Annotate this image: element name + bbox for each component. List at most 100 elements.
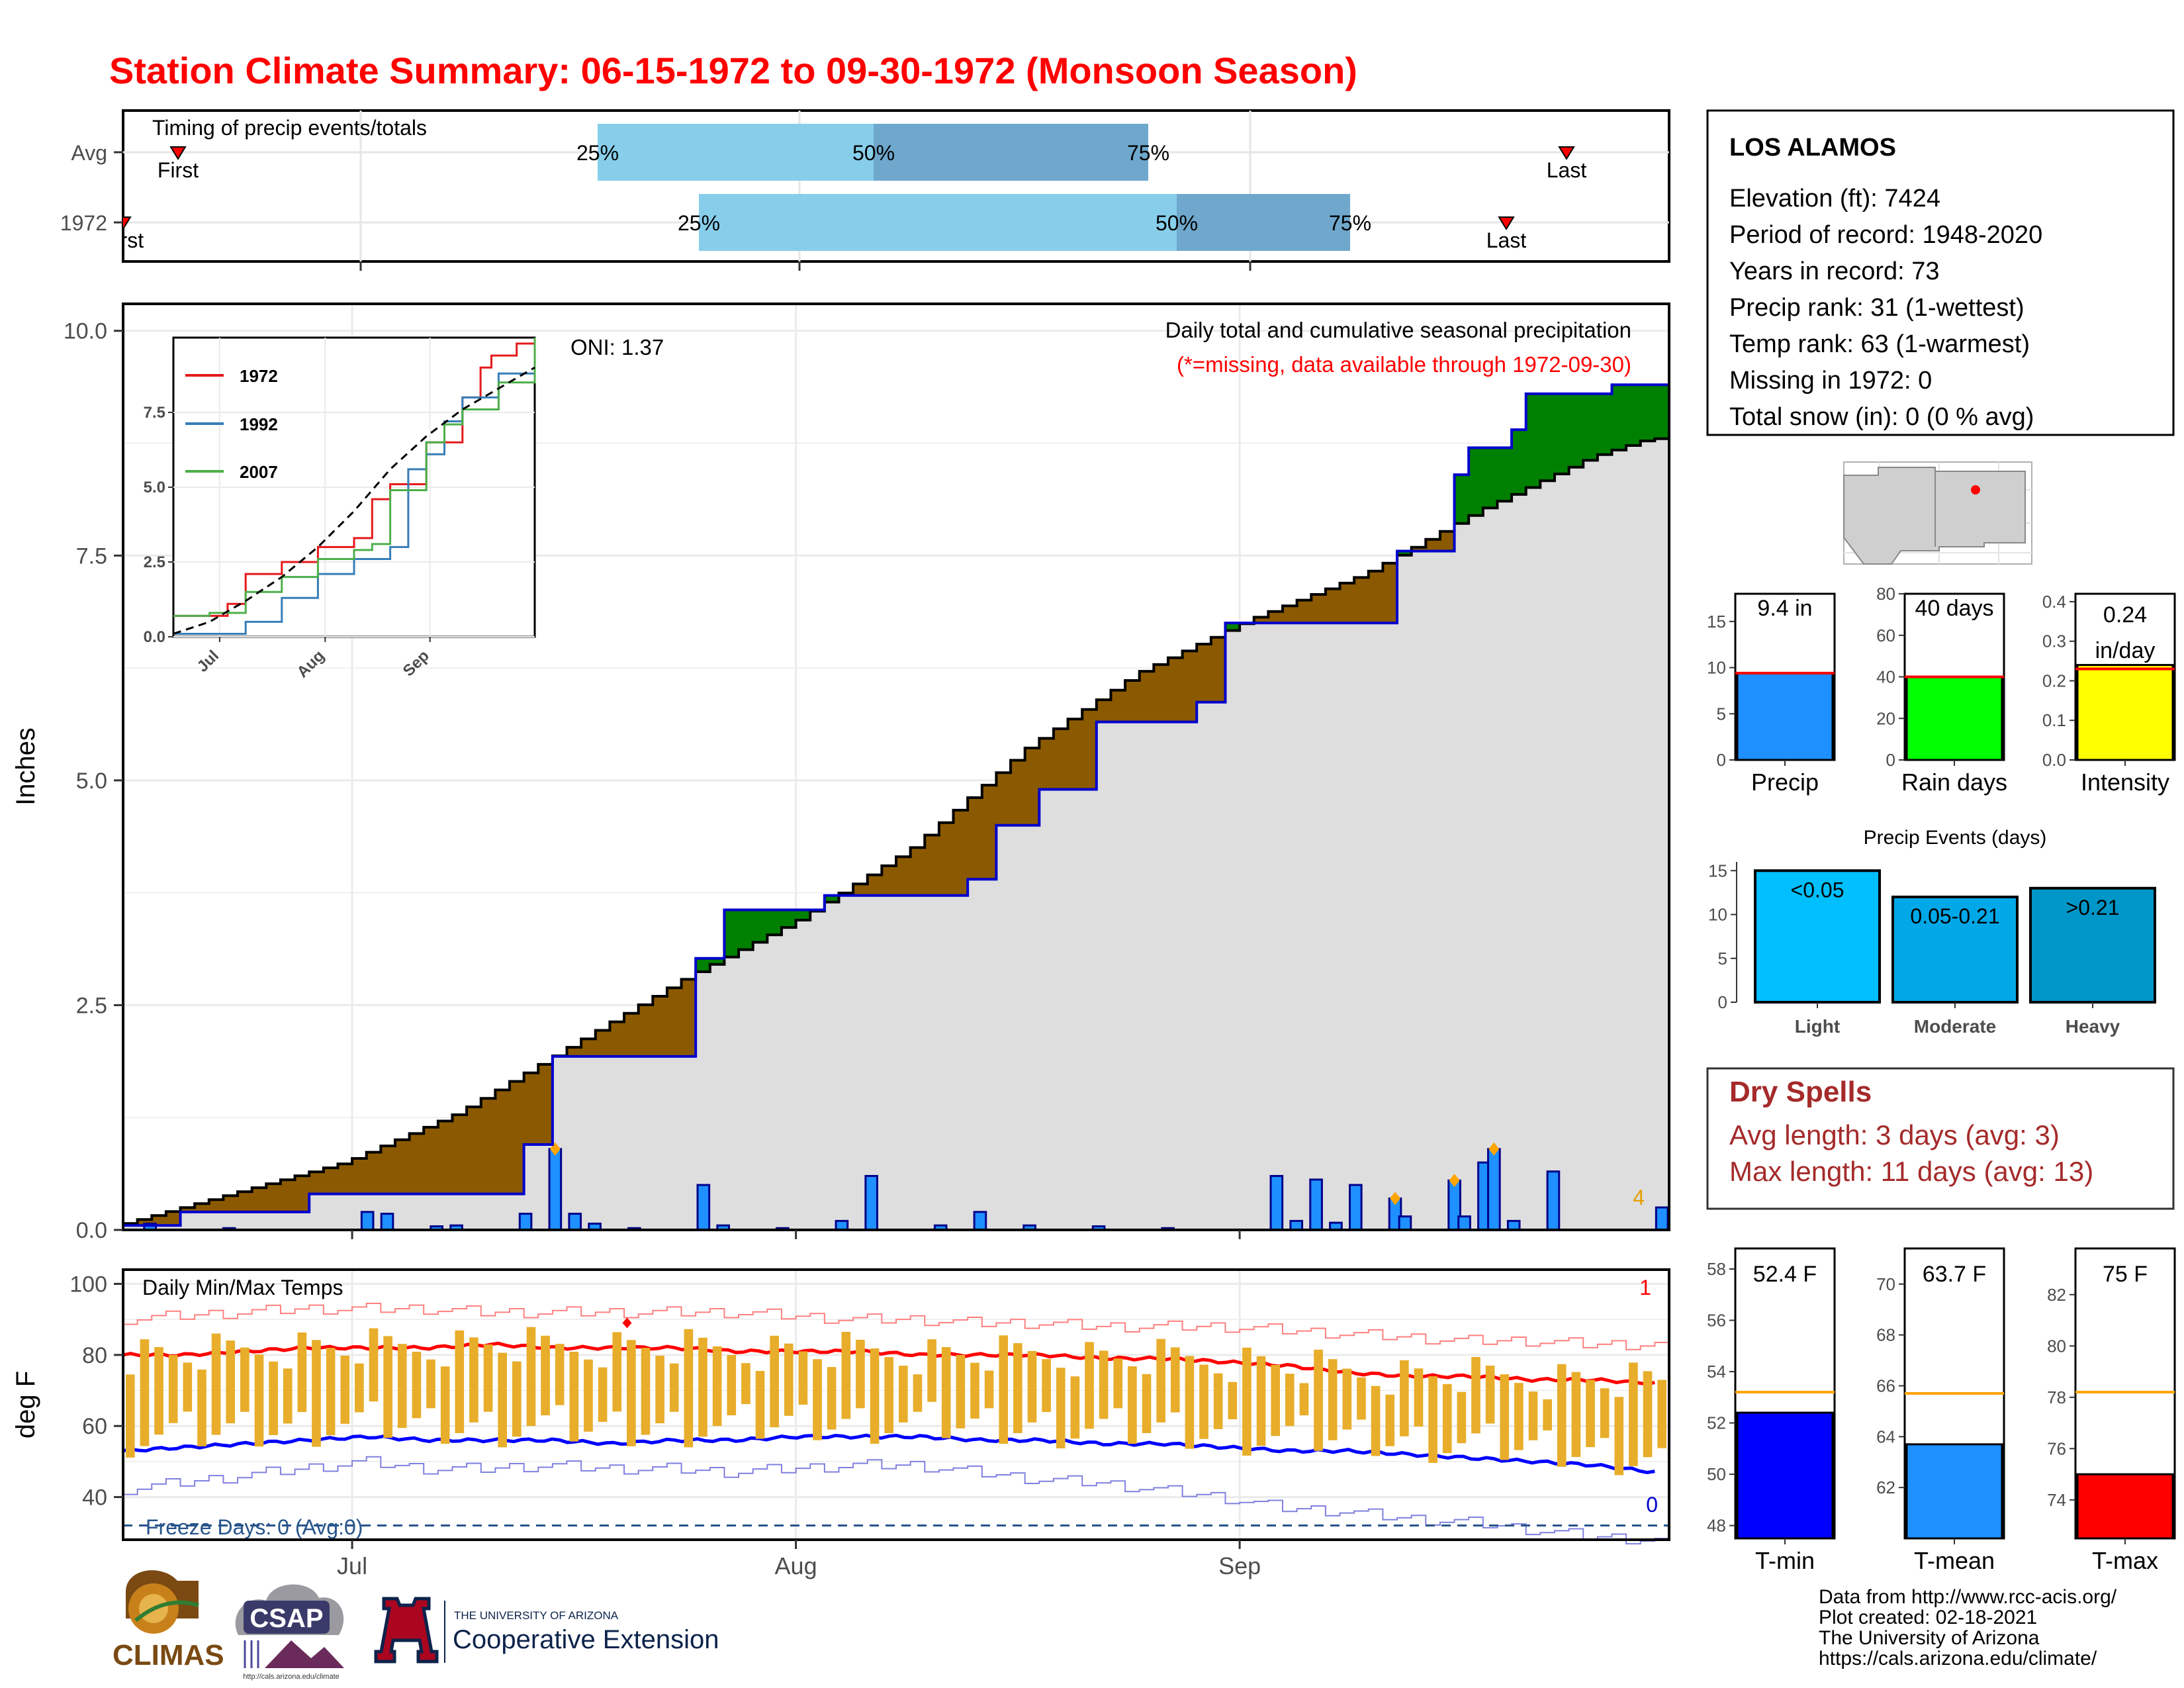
summary-precip-ytick-label: 15 [1707,612,1726,632]
precip-surplus-band [696,958,711,972]
dry-spells-title: Dry Spells [1729,1076,1872,1108]
temp-xtick-label: Aug [775,1552,817,1579]
climas-wordmark: CLIMAS [113,1639,224,1671]
temp-daily-range-bar [899,1366,908,1423]
precip-max-marker [1488,1142,1500,1156]
temp-daily-range-bar [770,1335,779,1428]
temp-daily-range-bar [1070,1376,1080,1439]
precip-deficit-band [223,1196,238,1212]
precip-deficit-band [938,822,954,896]
temp-daily-range-bar [813,1359,822,1440]
precip-deficit-band [896,857,911,896]
temp-summary-tmin-ytick-label: 54 [1707,1362,1726,1382]
temp-daily-range-bar [841,1331,851,1419]
precip-daily-bar [1398,1215,1412,1231]
temp-daily-range-bar [211,1333,221,1435]
precip-daily-bar [568,1213,582,1231]
temp-daily-range-bar [1056,1368,1066,1449]
temp-summary-tmin-ytick-label: 50 [1707,1464,1726,1484]
precip-surplus-band [1525,393,1541,488]
events-ytick-label: 0 [1718,992,1727,1012]
precip-deficit-band [1096,700,1112,722]
temp-daily-range-bar [698,1337,707,1437]
events-category: Heavy [2066,1016,2120,1037]
temp-daily-range-bar [469,1337,478,1423]
events-category: Moderate [1914,1016,1996,1037]
events-ytick-label: 5 [1718,949,1727,968]
temp-summary-value: 52.4 F [1753,1262,1817,1287]
precip-deficit-band [996,773,1011,825]
summary-rain-days-ytick-label: 40 [1876,667,1895,687]
dry-spells-avg: Avg length: 3 days (avg: 3) [1729,1119,2060,1150]
precip-ylabel: Inches [11,727,40,806]
temp-daily-range-bar [1128,1366,1137,1444]
summary-rain-days-category: Rain days [1901,769,2007,796]
timing-1972-last: Last [1486,228,1527,252]
temp-daily-range-bar [283,1368,293,1424]
temp-daily-range-bar [1385,1394,1395,1446]
timing-avg-25-50-bar [598,124,874,181]
precip-surplus-band [1469,447,1484,516]
temp-daily-range-bar [355,1363,364,1413]
temp-daily-range-bar [927,1339,936,1402]
precip-deficit-band [467,1107,482,1194]
timing-1972-p50: 50% [1156,211,1198,235]
inset-series-line-2007 [173,338,536,617]
timing-panel: Timing of precip events/totals Avg 1972 … [60,109,1670,271]
summary-intensity-ytick-label: 0.2 [2042,671,2066,690]
precip-deficit-band [610,1021,625,1056]
precip-surplus-band [1497,447,1512,502]
temp-daily-range-bar [755,1371,765,1439]
temp-daily-range-bar [1514,1383,1524,1450]
precip-deficit-band [1082,709,1097,790]
temp-summary-tmax-ytick-label: 82 [2047,1285,2066,1305]
precip-deficit-band [653,996,668,1056]
precip-deficit-band [581,1039,596,1056]
inset-legend-1972: 1972 [240,366,278,386]
precip-deficit-band [1368,571,1384,624]
summary-intensity-ytick-label: 0.0 [2042,750,2066,770]
events-bar-light [1754,869,1881,1004]
temp-daily-range-bar [1027,1350,1037,1423]
precip-ytick-label: 2.5 [76,993,107,1018]
precip-daily-bar [548,1148,563,1231]
temp-daily-range-bar [1213,1373,1223,1429]
summary-precip-ytick-label: 10 [1707,658,1726,678]
temp-summary-tmax-ytick-label: 76 [2047,1438,2066,1458]
temp-freeze-days: Freeze Days: 0 (Avg:0) [146,1515,363,1539]
temp-record-count: 1 [1639,1276,1651,1299]
temp-daily-range-bar [913,1374,923,1412]
precip-deficit-band [981,785,997,880]
precip-deficit-band [1439,531,1455,551]
precip-surplus-band [1540,393,1555,481]
precip-deficit-band [1283,606,1298,624]
timing-avg-50-75-bar [874,124,1148,181]
precip-deficit-band [1268,611,1283,624]
precip-surplus-band [1482,447,1498,508]
precip-deficit-band [366,1152,381,1194]
temp-daily-range-bar [1242,1347,1251,1456]
inset-series-line-1992 [173,358,536,635]
temp-daily-range-bar [140,1339,150,1446]
precip-note: Daily total and cumulative seasonal prec… [1165,318,1631,342]
precip-deficit-band [1039,738,1054,790]
temp-daily-range-bar [397,1344,407,1429]
precip-deficit-band [867,874,882,896]
temp-daily-range-bar [884,1357,893,1433]
temp-record-marker [622,1317,632,1329]
precip-1972-cumulative-line [123,383,1669,1227]
ua-big-text: Cooperative Extension [453,1625,719,1654]
precip-surplus-band [752,910,768,943]
inset-legend-2007: 2007 [240,462,278,482]
precip-deficit-band [968,797,983,880]
precip-surplus-band [1626,385,1641,446]
temp-summary-tmax-ytick-label: 78 [2047,1387,2066,1407]
temp-daily-range-bar [741,1363,751,1405]
summary-rain-days-bar [1905,676,2003,761]
temp-daily-range-bar [1142,1374,1152,1433]
precip-deficit-band [1024,747,1040,825]
precip-deficit-band [1111,690,1126,722]
precip-deficit-band [165,1211,181,1226]
events-bar-moderate [1891,896,2019,1004]
